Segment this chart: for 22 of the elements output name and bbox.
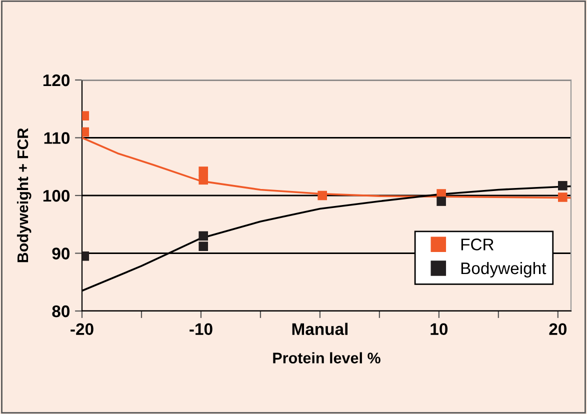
y-tick-label: 80 <box>52 305 70 318</box>
point <box>558 192 568 202</box>
point <box>318 190 327 200</box>
x-tick-label: -10 <box>190 323 212 336</box>
point <box>198 231 208 241</box>
y-tick-label: 90 <box>52 248 70 260</box>
y-tick-label: 110 <box>44 132 70 144</box>
x-tick-label: -20 <box>70 323 94 336</box>
x-tick-label: 10 <box>430 323 448 336</box>
point <box>198 242 208 251</box>
point <box>198 175 208 185</box>
x-axis-title: Protein level % <box>273 352 380 364</box>
point <box>558 181 568 190</box>
x-tick-label: Manual <box>292 322 348 336</box>
legend-label: Bodyweight <box>461 262 546 278</box>
point <box>436 196 446 206</box>
y-tick-label: 100 <box>43 190 70 202</box>
point <box>198 166 208 176</box>
y-tick-label: 120 <box>43 74 70 86</box>
x-tick-label: 20 <box>549 323 566 336</box>
y-axis-title: Bodyweight + FCR <box>16 128 32 262</box>
legend-label: FCR <box>461 238 494 250</box>
